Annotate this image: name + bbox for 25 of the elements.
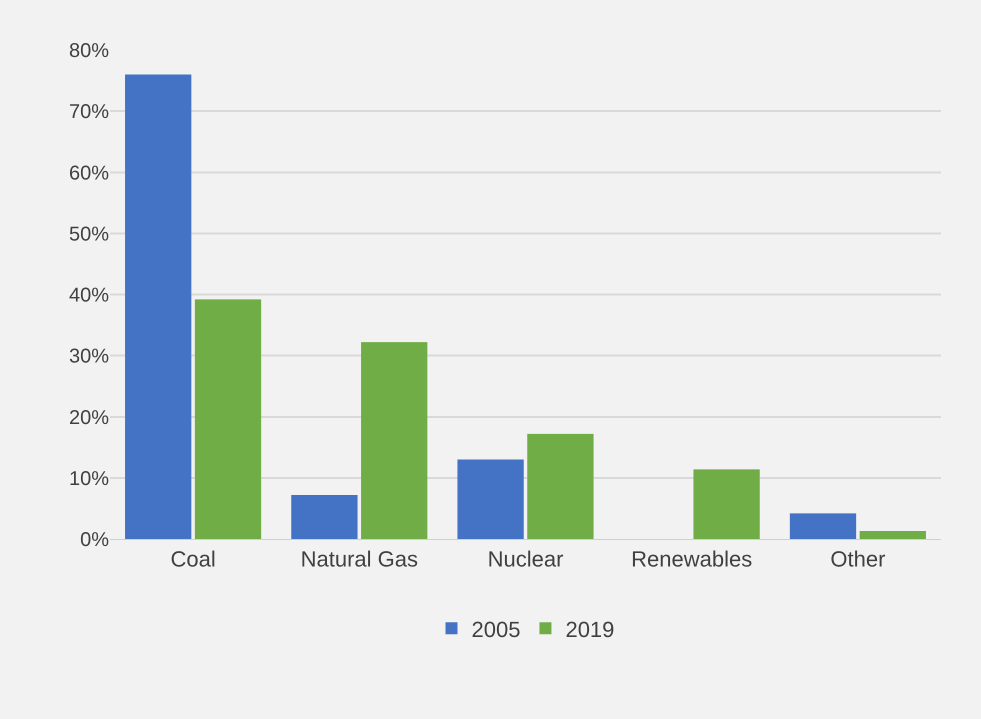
y-tick-label: 40% <box>68 284 110 306</box>
x-tick-label: Renewables <box>631 546 752 572</box>
y-tick-label: 20% <box>68 406 110 429</box>
y-tick-label: 30% <box>68 346 110 368</box>
bar <box>125 74 192 539</box>
legend-label: 2005 <box>472 616 520 642</box>
y-tick-label: 80% <box>68 40 110 62</box>
legend-label: 2019 <box>565 616 614 642</box>
bar <box>457 460 524 539</box>
bar <box>790 513 856 539</box>
bar <box>693 469 760 539</box>
y-tick-label: 0% <box>80 529 110 551</box>
bar <box>291 494 358 539</box>
y-tick-label: 50% <box>68 223 110 246</box>
x-tick-label: Natural Gas <box>300 546 418 572</box>
bar <box>361 342 428 539</box>
y-tick-label: 10% <box>68 468 110 490</box>
bar <box>194 299 262 539</box>
y-tick-label: 60% <box>68 162 110 184</box>
bar <box>527 434 594 539</box>
bar <box>860 531 926 539</box>
x-tick-label: Other <box>830 546 886 572</box>
x-tick-label: Nuclear <box>488 546 564 572</box>
y-tick-label: 70% <box>68 101 110 124</box>
x-tick-label: Coal <box>170 546 216 572</box>
